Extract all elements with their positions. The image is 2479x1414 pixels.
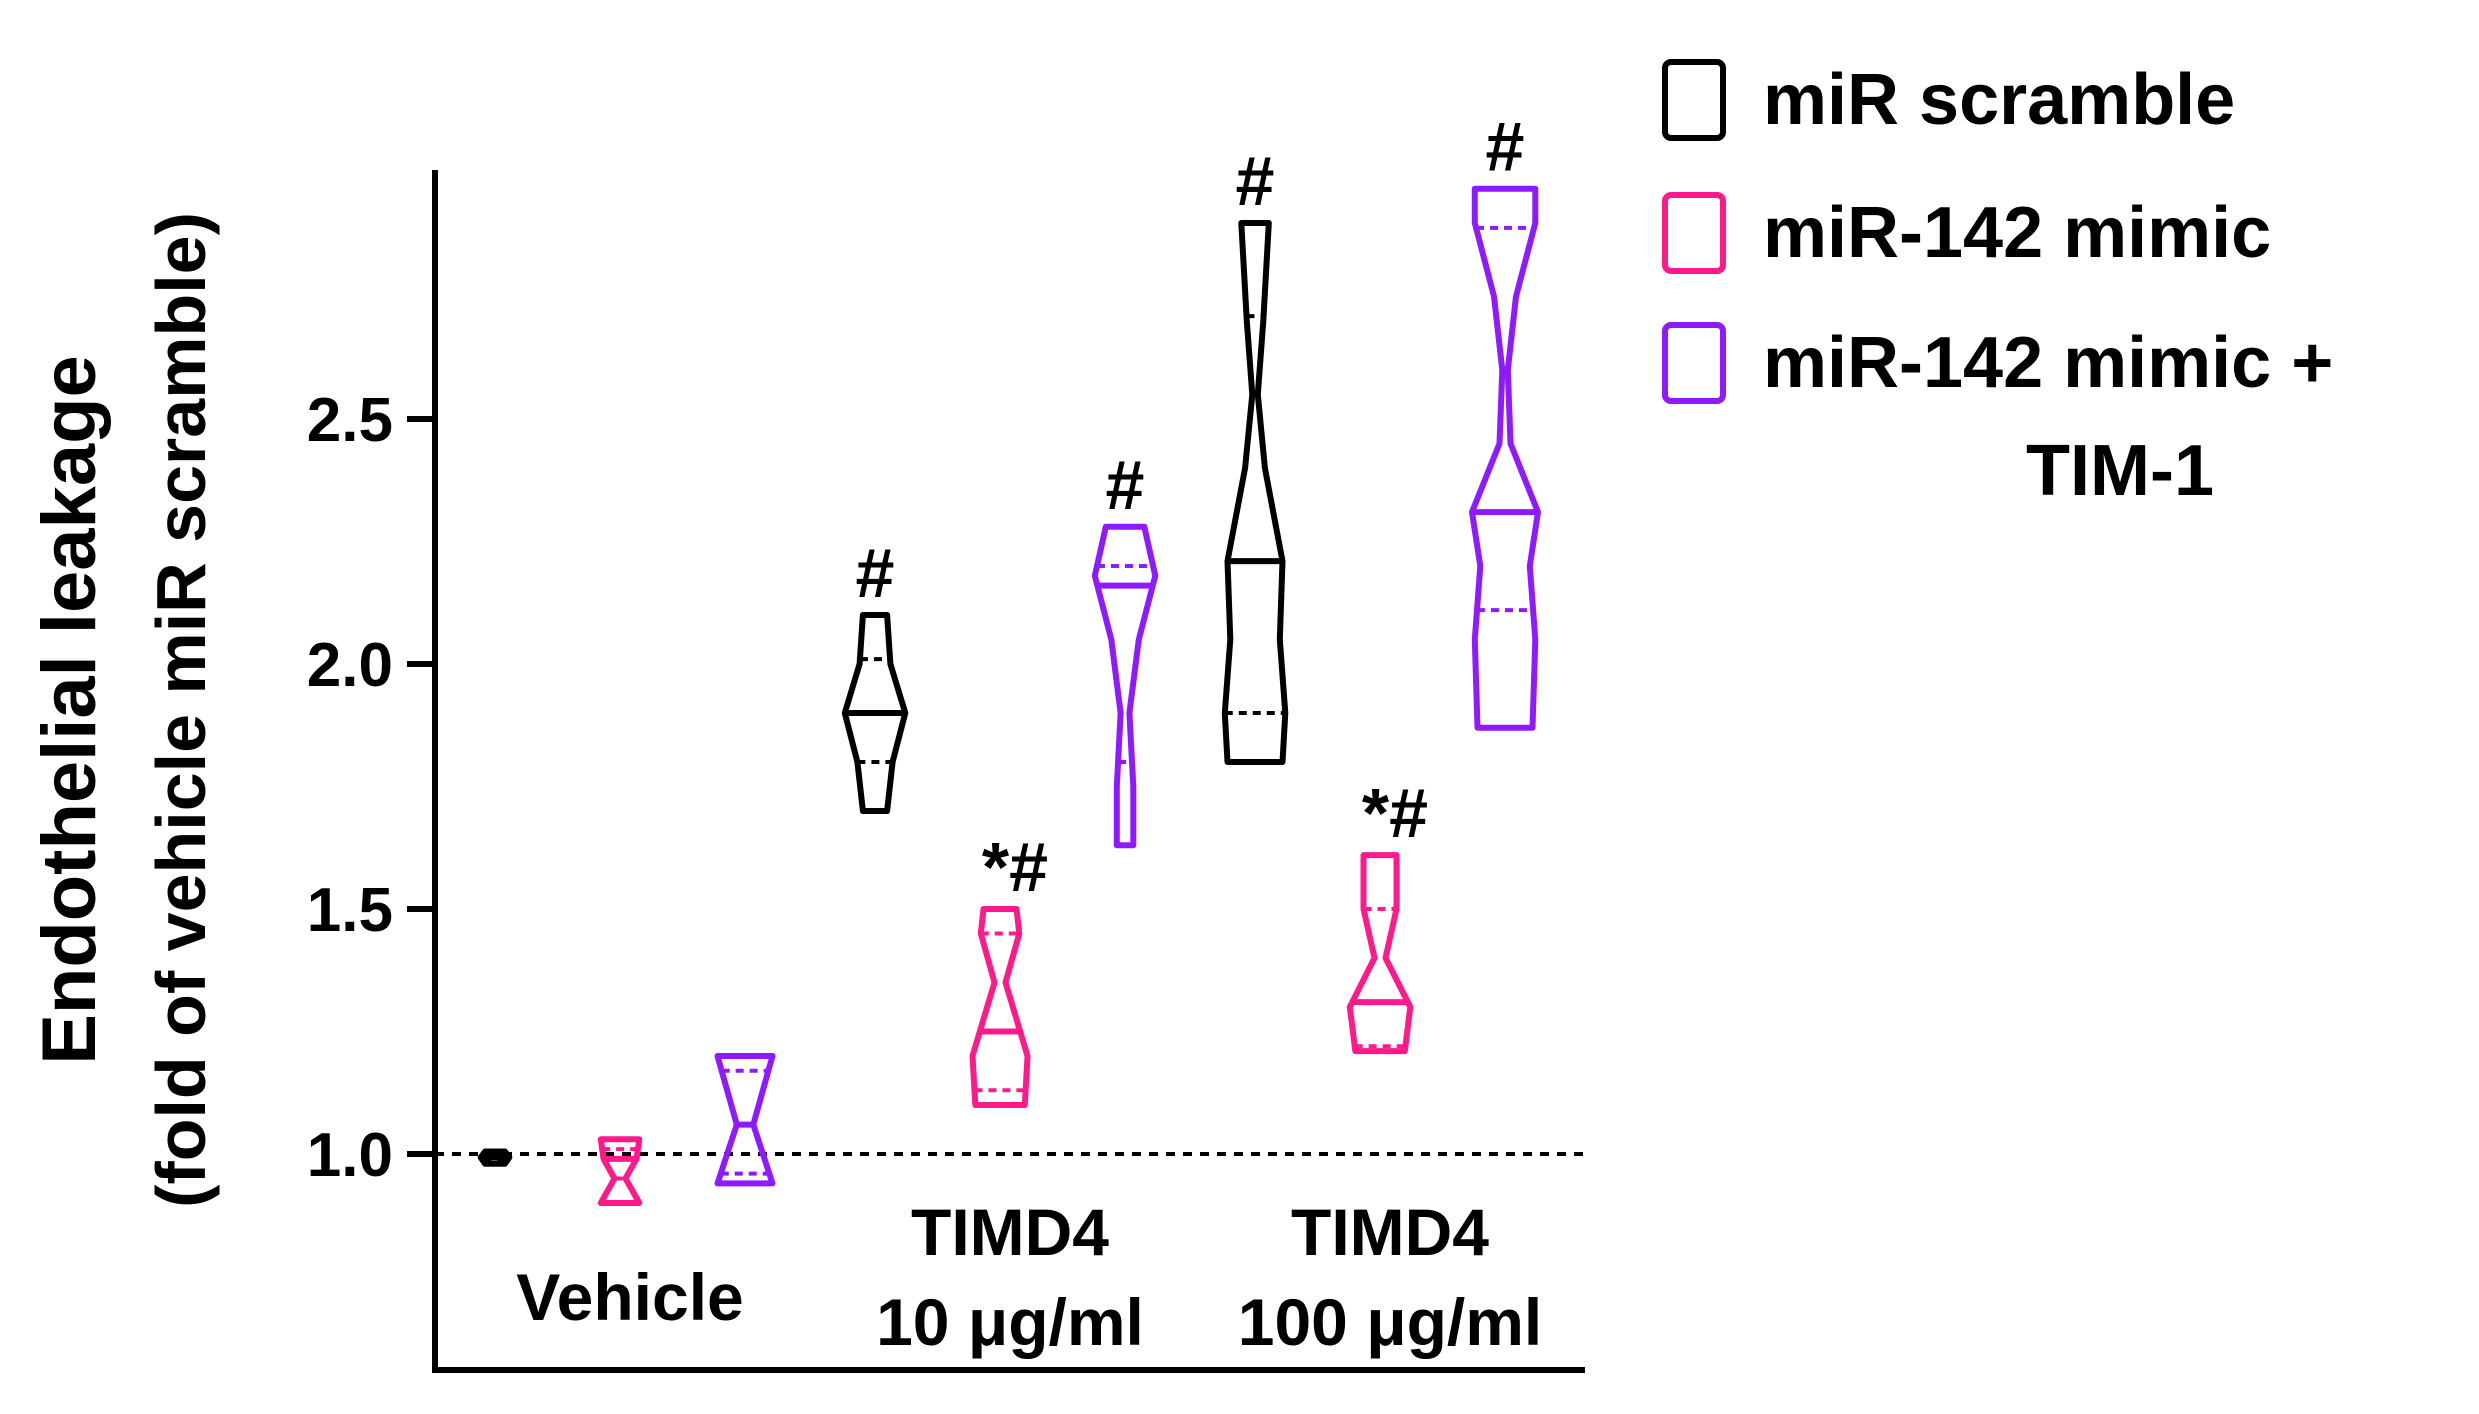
legend-label: miR-142 mimic + [1763, 323, 2333, 403]
violin-group [1469, 185, 1541, 731]
y-tick-label: 2.0 [307, 631, 393, 700]
x-group-label: TIMD4 [911, 1195, 1109, 1269]
x-group-label: TIMD4 [1291, 1195, 1489, 1269]
significance-marker: # [1106, 446, 1145, 524]
violin-group [841, 612, 909, 814]
y-axis-title-line1: Endothelial leakage [27, 355, 112, 1065]
legend-swatch [1662, 59, 1726, 141]
significance-marker: # [1236, 142, 1275, 220]
violin-outline [1091, 523, 1159, 849]
x-group-label: 10 μg/ml [876, 1285, 1144, 1359]
violin-group [1221, 220, 1289, 765]
legend-swatch [1662, 192, 1726, 274]
y-tick-label: 2.5 [307, 386, 393, 455]
significance-marker: # [856, 534, 895, 612]
significance-annotations: # *# # # # *# [856, 108, 1525, 906]
violin-group [477, 1148, 513, 1167]
x-axis-labels: Vehicle TIMD4 10 μg/ml TIMD4 100 μg/ml [516, 1195, 1542, 1359]
legend: miR scramble miR-142 mimic miR-142 mimic +… [1662, 59, 2333, 511]
legend-item: miR scramble [1662, 59, 2235, 141]
violin-outline [597, 1136, 643, 1206]
legend-swatch [1662, 322, 1726, 404]
legend-item: miR-142 mimic [1662, 192, 2271, 274]
violin-group [597, 1136, 643, 1206]
violin-outline [1469, 185, 1541, 731]
axes: 1.0 1.5 2.0 2.5 [307, 170, 1585, 1373]
violin-group [1091, 523, 1159, 849]
y-tick-label: 1.5 [307, 876, 393, 945]
x-group-label: Vehicle [516, 1260, 744, 1334]
x-group-label: 100 μg/ml [1238, 1285, 1543, 1359]
significance-marker: *# [982, 828, 1048, 906]
legend-item: miR-142 mimic + TIM-1 [1662, 322, 2333, 511]
legend-label: miR scramble [1763, 60, 2235, 140]
significance-marker: *# [1362, 774, 1428, 852]
violin-outline [1346, 852, 1414, 1055]
violin-group [714, 1053, 776, 1187]
violin-group [969, 906, 1031, 1108]
significance-marker: # [1486, 108, 1525, 186]
violin-outline [969, 906, 1031, 1108]
violins [477, 185, 1541, 1206]
y-axis-title-line2: (fold of vehicle miR scramble) [142, 212, 220, 1208]
violin-outline [714, 1053, 776, 1187]
legend-label: miR-142 mimic [1763, 193, 2271, 273]
y-axis-title: Endothelial leakage (fold of vehicle miR… [27, 212, 220, 1208]
y-tick-label: 1.0 [307, 1121, 393, 1190]
violin-outline [841, 612, 909, 814]
violin-group [1346, 852, 1414, 1055]
violin-outline [1221, 220, 1289, 765]
legend-label: TIM-1 [2026, 431, 2214, 511]
